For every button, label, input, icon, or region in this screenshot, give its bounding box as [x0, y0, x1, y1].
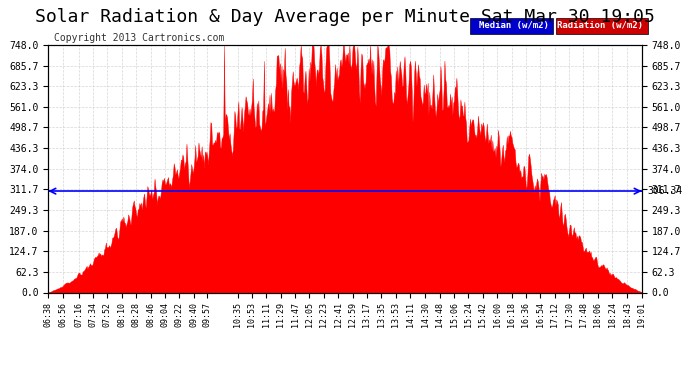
- Text: Copyright 2013 Cartronics.com: Copyright 2013 Cartronics.com: [55, 33, 225, 42]
- FancyBboxPatch shape: [470, 18, 553, 34]
- Text: 306.34: 306.34: [648, 186, 683, 196]
- Text: Radiation (w/m2): Radiation (w/m2): [557, 21, 643, 30]
- FancyBboxPatch shape: [555, 18, 648, 34]
- Text: Solar Radiation & Day Average per Minute Sat Mar 30 19:05: Solar Radiation & Day Average per Minute…: [35, 8, 655, 26]
- Text: Median (w/m2): Median (w/m2): [479, 21, 549, 30]
